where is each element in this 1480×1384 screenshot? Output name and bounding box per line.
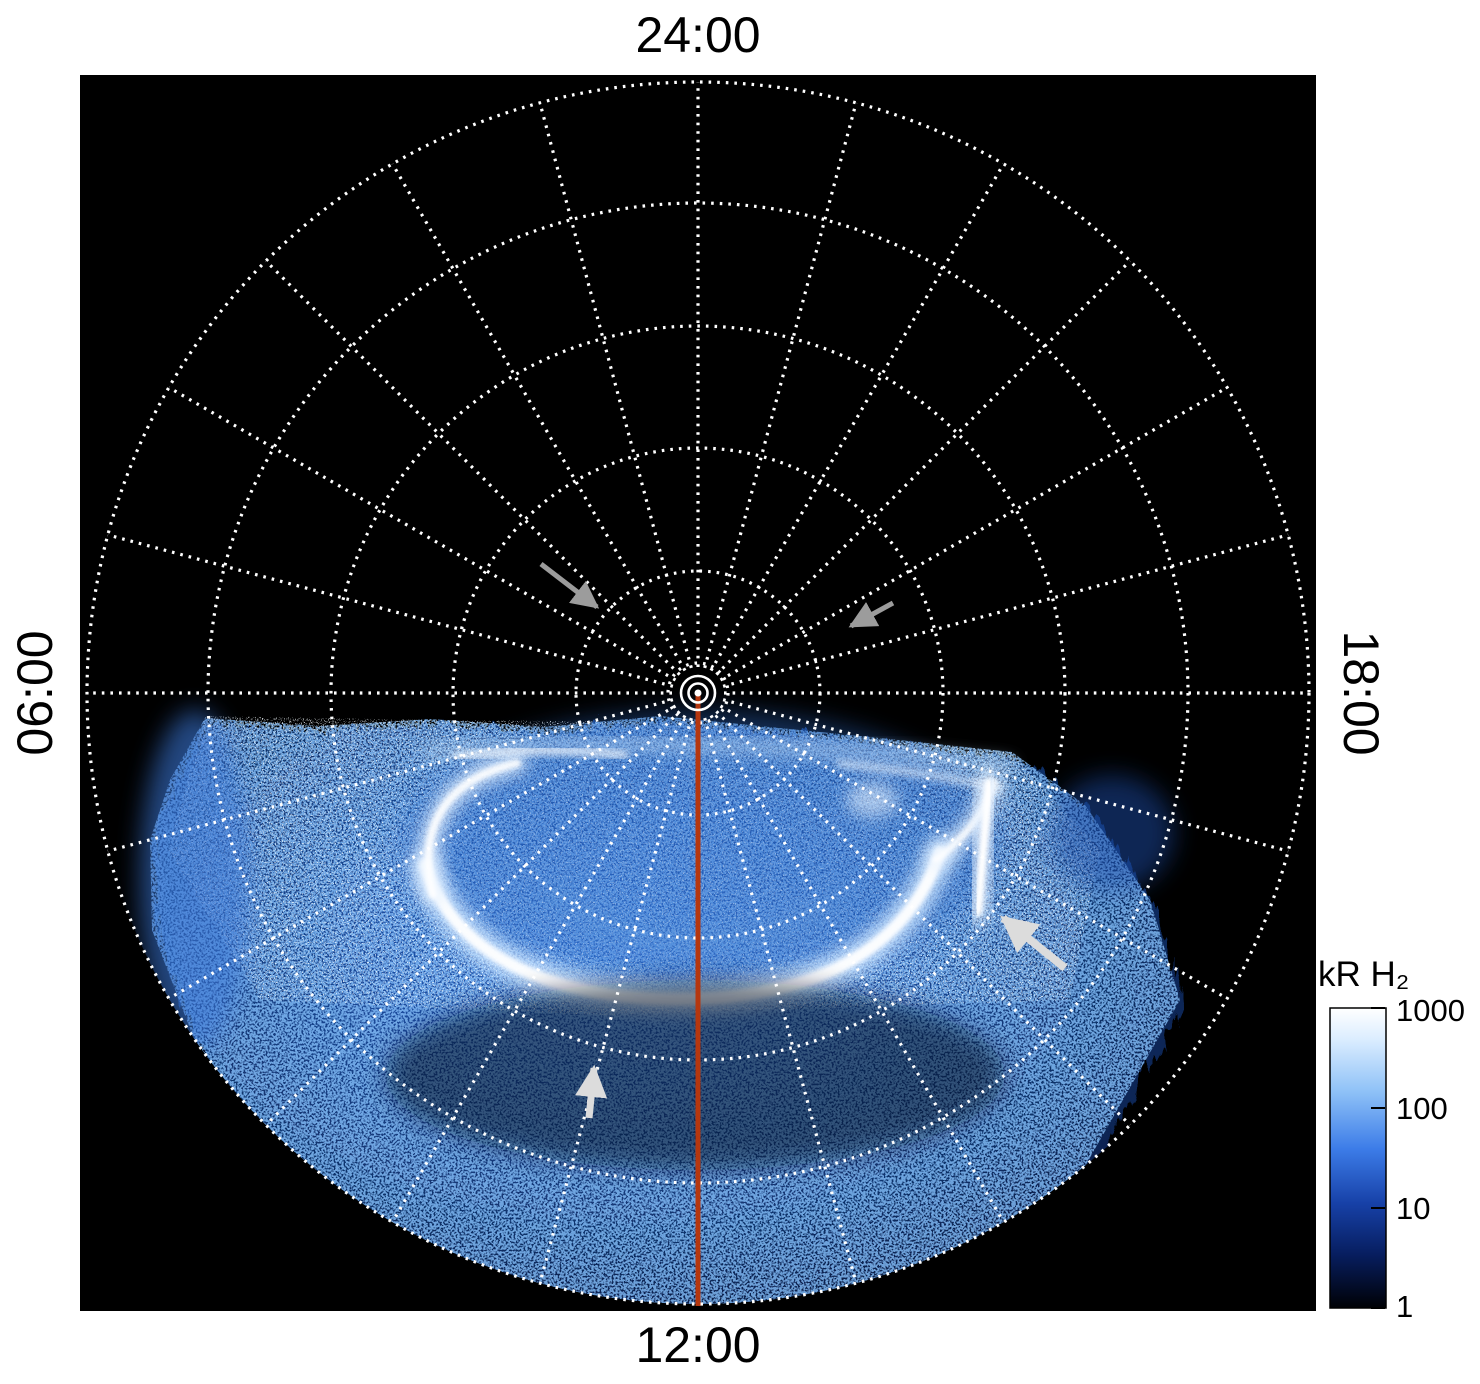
polar-grid-spoke xyxy=(168,704,677,1000)
colorbar-title: kR H₂ xyxy=(1318,955,1409,994)
label-06h: 06:00 xyxy=(7,630,63,755)
arrow-noon-diffuse xyxy=(575,1064,608,1119)
label-18h: 18:00 xyxy=(1333,630,1389,755)
colorbar-tick-1000: 1000 xyxy=(1396,993,1465,1028)
polar-grid-spoke xyxy=(538,717,693,1284)
polar-grid-spoke xyxy=(719,704,1228,1000)
polar-grid-spoke xyxy=(709,714,1005,1223)
polar-grid-spoke xyxy=(107,533,674,688)
polar-grid-spoke xyxy=(264,710,681,1127)
polar-grid-spoke xyxy=(722,698,1289,853)
polar-grid-spoke xyxy=(538,102,693,669)
arrow-upper-left xyxy=(539,562,600,609)
polar-grid-spoke xyxy=(715,259,1132,676)
colorbar-tick-10: 10 xyxy=(1396,1191,1430,1226)
colorbar-gradient xyxy=(1329,1007,1387,1309)
arrow-upper-right xyxy=(848,600,895,629)
annotation-arrows xyxy=(539,562,1068,1119)
oval-dawn-arc-core xyxy=(424,759,521,899)
dusk-streak-core xyxy=(974,779,993,916)
dawn-edge-emission-patch xyxy=(140,710,250,1050)
grid-circle xyxy=(451,446,945,940)
polar-grid-spoke xyxy=(391,714,687,1223)
dark-annulus xyxy=(385,980,1005,1170)
polar-grid-spoke xyxy=(719,386,1228,682)
dusk-emission-patch xyxy=(1050,775,1174,891)
polar-grid-spoke xyxy=(264,259,681,676)
label-12h: 12:00 xyxy=(635,1317,760,1373)
polar-grid-spoke xyxy=(703,102,858,669)
polar-grid-spoke xyxy=(715,710,1132,1127)
polar-grid-spoke xyxy=(722,533,1289,688)
arrow-dusk-streak xyxy=(1000,914,1068,972)
polar-grid-spoke xyxy=(703,717,858,1284)
pole-marker xyxy=(679,674,717,712)
pole-dot xyxy=(694,689,702,697)
colorbar: kR H₂ 1000 100 10 1 xyxy=(1318,955,1465,1324)
pole-ring-outer xyxy=(679,674,717,712)
terminator-fringe-bright-left xyxy=(451,746,629,761)
polar-grid-spoke xyxy=(168,386,677,682)
colorbar-tick-1: 1 xyxy=(1396,1289,1413,1324)
pole-ring-inner xyxy=(687,682,709,704)
label-24h: 24:00 xyxy=(635,7,760,63)
colorbar-tick-100: 100 xyxy=(1396,1091,1448,1126)
terminator-fringe xyxy=(422,739,1014,772)
grid-circle xyxy=(666,661,730,725)
polar-grid-spoke xyxy=(107,698,674,853)
polar-grid-spoke xyxy=(391,163,687,672)
grid-circle xyxy=(206,201,1190,1185)
polar-grid-spoke xyxy=(709,163,1005,672)
emission-layer xyxy=(140,710,1180,1304)
bright-patch xyxy=(846,782,898,818)
